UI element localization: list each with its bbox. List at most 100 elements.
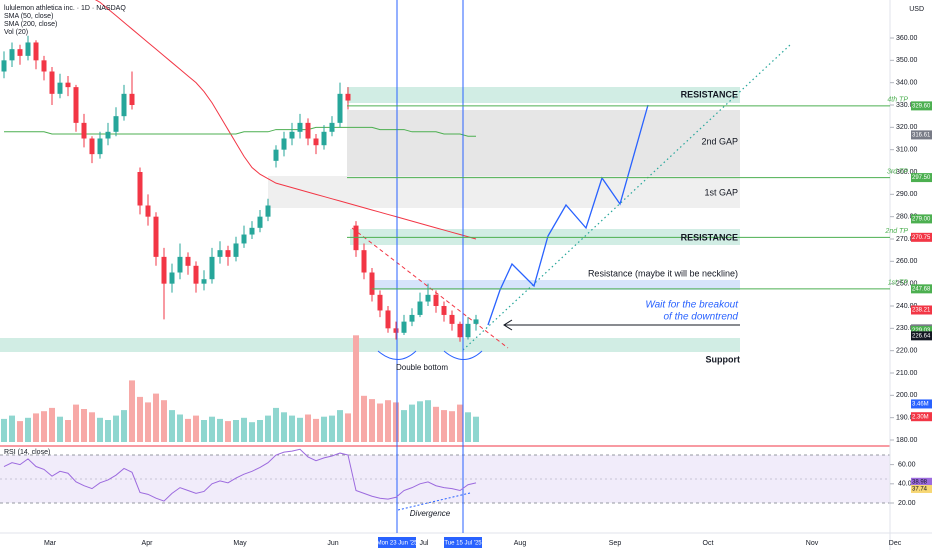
candle-body: [89, 138, 95, 155]
candle-body: [113, 116, 119, 132]
x-tick-label: Jun: [327, 540, 338, 547]
gap-zone: [268, 176, 740, 208]
volume-bar: [457, 404, 463, 442]
candle-body: [145, 205, 151, 217]
volume-bar: [25, 417, 31, 442]
price-label-bg: [911, 284, 932, 294]
volume-bar: [225, 421, 231, 442]
volume-bar: [353, 335, 359, 442]
candle-body: [225, 250, 231, 257]
annotation: Resistance (maybe it will be neckline): [588, 268, 738, 278]
volume-bar: [249, 422, 255, 442]
annotation: Divergence: [410, 509, 451, 518]
candle-body: [9, 49, 15, 61]
rsi-tick-label: 40.00: [898, 481, 916, 488]
candle-body: [417, 301, 423, 315]
volume-bar: [57, 416, 63, 442]
divergence-line: [397, 492, 471, 511]
volume-bar: [265, 415, 271, 442]
annotation: of the downtrend: [664, 312, 739, 323]
candle-body: [265, 205, 271, 217]
volume-bar: [257, 420, 263, 442]
volume-bar: [297, 417, 303, 442]
price-label-bg: [911, 305, 932, 315]
volume-bar: [281, 412, 287, 442]
volume-bar: [17, 421, 23, 442]
y-tick-label: 180.00: [896, 437, 918, 444]
rsi-label-bg: [911, 477, 932, 486]
candle-body: [337, 93, 343, 123]
candle-body: [289, 131, 295, 139]
y-tick-label: 290.00: [896, 191, 918, 198]
candle-body: [25, 42, 31, 56]
candle-body: [41, 60, 47, 72]
candle-body: [233, 243, 239, 257]
price-label: 238.21: [912, 308, 931, 314]
date-marker-label: Mon 23 Jun '25: [377, 541, 419, 547]
y-tick-label: 210.00: [896, 370, 918, 377]
x-tick-label: Dec: [889, 540, 902, 547]
candle-body: [409, 314, 415, 322]
price-label: 279.00: [912, 216, 931, 222]
candle-body: [401, 321, 407, 333]
rsi-label-bg: [911, 484, 932, 493]
candle-body: [393, 328, 399, 333]
tp-label: 4th TP: [887, 97, 908, 104]
volume-bar: [369, 399, 375, 442]
candle-body: [161, 256, 167, 284]
legend-entry: SMA (200, close): [4, 21, 57, 28]
candle-body: [97, 138, 103, 155]
candle-body: [377, 294, 383, 311]
y-tick-label: 340.00: [896, 80, 918, 87]
y-tick-label: 360.00: [896, 35, 918, 42]
volume-label-bg: [911, 412, 932, 422]
y-tick-label: 230.00: [896, 325, 918, 332]
legend-entry: Vol (20): [4, 29, 28, 36]
volume-bar: [65, 420, 71, 442]
chart-title: lululemon athletica inc. · 1D · NASDAQ: [4, 5, 126, 12]
candle-body: [81, 122, 87, 139]
volume-bar: [137, 396, 143, 442]
price-label-bg: [911, 214, 932, 224]
annotation: 2nd GAP: [701, 136, 738, 146]
annotation: Support: [706, 354, 741, 364]
date-marker-label: Tue 15 Jul '25: [444, 541, 482, 547]
volume-bar: [185, 418, 191, 442]
volume-bar: [465, 412, 471, 442]
y-tick-label: 320.00: [896, 124, 918, 131]
candle-body: [329, 122, 335, 132]
legend-entry: SMA (50, close): [4, 13, 53, 20]
y-tick-label: 240.00: [896, 303, 918, 310]
tp-label: 2nd TP: [884, 228, 908, 235]
volume-bar: [177, 414, 183, 442]
volume-bar: [425, 400, 431, 442]
y-tick-label: 310.00: [896, 147, 918, 154]
x-tick-label: Nov: [806, 540, 819, 547]
volume-bar: [121, 410, 127, 442]
volume-bar: [329, 415, 335, 442]
candle-body: [169, 272, 175, 284]
x-tick-label: Sep: [609, 540, 622, 547]
volume-bar: [313, 418, 319, 442]
volume-bar: [49, 407, 55, 442]
volume-bar: [153, 393, 159, 442]
candle-body: [129, 93, 135, 105]
x-tick-label: Mar: [44, 540, 57, 547]
rsi-tick-label: 60.00: [898, 461, 916, 468]
x-tick-label: May: [233, 540, 247, 547]
candle-body: [385, 310, 391, 329]
volume-bar: [401, 410, 407, 442]
candle-body: [193, 265, 199, 284]
volume-bar: [169, 410, 175, 442]
volume-bar: [305, 414, 311, 442]
resistance-zone: [347, 87, 740, 103]
candle-body: [257, 216, 263, 228]
volume-bar: [1, 418, 7, 442]
volume-bar: [105, 420, 111, 442]
volume-bar: [449, 411, 455, 442]
volume-bar: [441, 410, 447, 442]
price-label: 329.60: [912, 103, 931, 109]
arrow-head: [503, 319, 513, 331]
candle-body: [217, 250, 223, 257]
